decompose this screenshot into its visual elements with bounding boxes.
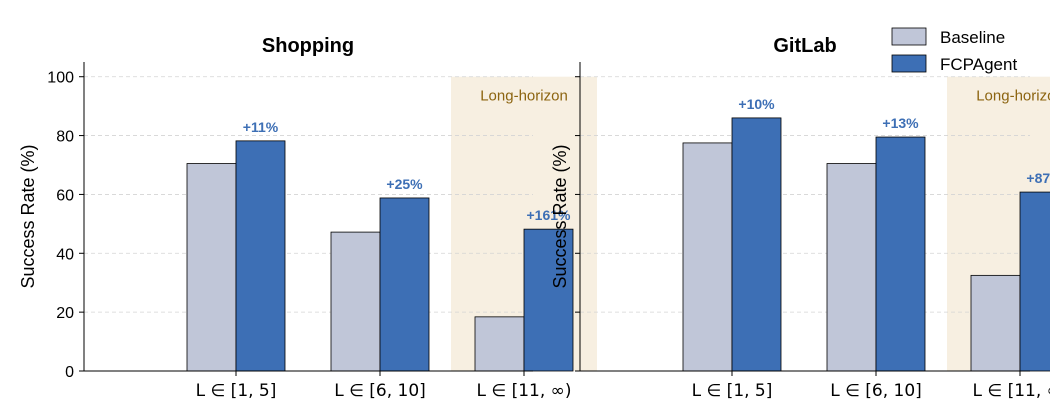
- y-tick-label: 40: [56, 246, 74, 263]
- chart-title: GitLab: [773, 35, 836, 57]
- long-horizon-label: Long-horizon: [480, 88, 568, 105]
- y-tick-label: 100: [47, 70, 74, 87]
- chart-panels: Long-horizon +11% L ∈ [1, 5] +25% L ∈ [6, 10…: [18, 35, 1050, 401]
- long-horizon-label: Long-horizon: [976, 88, 1050, 105]
- legend-swatch-fcpagent: [891, 54, 927, 73]
- legend-label-baseline: Baseline: [940, 28, 1005, 47]
- bar-baseline: [970, 274, 1021, 372]
- y-tick-label: 0: [65, 364, 74, 381]
- delta-label: +25%: [386, 176, 423, 192]
- bar-fcpagent: [523, 228, 574, 372]
- y-tick-label: 80: [56, 129, 74, 146]
- delta-label: +161%: [527, 207, 572, 223]
- bar-baseline: [186, 163, 237, 372]
- legend-label-fcpagent: FCPAgent: [940, 55, 1017, 74]
- bar-baseline: [474, 316, 525, 372]
- x-tick-label: L ∈ [1, 5]: [692, 381, 773, 401]
- y-tick-label: 20: [56, 305, 74, 322]
- delta-label: +87%: [1026, 170, 1050, 186]
- chart-title: Shopping: [262, 35, 354, 57]
- x-tick-label: L ∈ [1, 5]: [196, 381, 277, 401]
- y-axis-label: Success Rate (%): [550, 144, 570, 288]
- x-tick-label: L ∈ [6, 10]: [830, 381, 922, 401]
- legend-swatch-baseline: [891, 27, 927, 46]
- bar-baseline: [330, 231, 381, 372]
- chart-panel-1: Long-horizon +10% L ∈ [1, 5] +13% L ∈ [6, 10…: [550, 35, 1050, 401]
- bar-baseline: [682, 142, 733, 372]
- x-tick-label: L ∈ [11, ∞): [477, 381, 572, 401]
- x-tick-label: L ∈ [11, ∞): [973, 381, 1050, 401]
- delta-label: +11%: [243, 119, 279, 135]
- bar-fcpagent: [731, 117, 782, 372]
- delta-label: +13%: [882, 115, 919, 131]
- bar-fcpagent: [235, 140, 286, 372]
- delta-label: +10%: [738, 96, 775, 112]
- bar-fcpagent: [1019, 191, 1050, 372]
- y-axis-label: Success Rate (%): [18, 144, 38, 288]
- bar-fcpagent: [875, 136, 926, 372]
- x-tick-label: L ∈ [6, 10]: [334, 381, 426, 401]
- legend: Baseline FCPAgent: [891, 27, 1017, 74]
- chart-panel-0: Long-horizon +11% L ∈ [1, 5] +25% L ∈ [6, 10…: [18, 35, 597, 401]
- bar-fcpagent: [379, 197, 430, 372]
- y-tick-label: 60: [56, 187, 74, 204]
- bar-baseline: [826, 163, 877, 372]
